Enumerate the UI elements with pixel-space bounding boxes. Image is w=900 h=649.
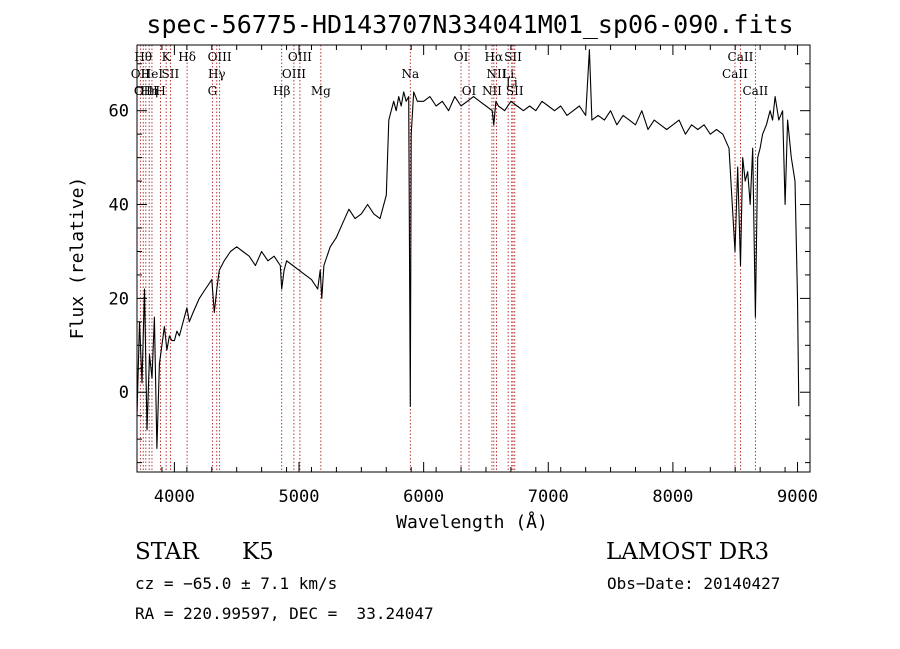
line-label-sii: SII	[506, 84, 524, 98]
line-label-hβ: Hβ	[273, 84, 290, 98]
x-tick-label: 4000	[154, 487, 195, 507]
y-axis-label: Flux (relative)	[67, 177, 88, 340]
line-label-hη: Hη	[140, 84, 158, 98]
line-label-hδ: Hδ	[178, 50, 196, 64]
line-label-na: Na	[401, 67, 419, 81]
line-label-oi: OI	[454, 50, 469, 64]
line-label-nii: NII	[486, 67, 506, 81]
spectrum-line	[136, 49, 800, 450]
x-tick-label: 9000	[777, 487, 818, 507]
spectrum-series	[136, 49, 800, 450]
line-label-oiii: OIII	[208, 50, 232, 64]
plot-frame	[136, 44, 811, 473]
line-labels: OIIHθOIIIHηHeIHKSIIHδGHγOIIIHβOIIIOIIIMg…	[131, 50, 769, 98]
line-label-oiii: OIII	[288, 50, 312, 64]
x-tick-label: 7000	[528, 487, 569, 507]
emission-line-markers	[139, 45, 756, 472]
line-label-g: G	[208, 84, 218, 98]
x-tick-label: 6000	[403, 487, 444, 507]
line-label-caii: CaII	[742, 84, 768, 98]
survey-name: LAMOST DR3	[606, 539, 770, 565]
line-label-oi: OI	[462, 84, 477, 98]
line-label-oiii: OIII	[134, 84, 158, 98]
y-tick-label: 40	[109, 196, 129, 216]
line-label-nii: NII	[482, 84, 502, 98]
line-label-li: Li	[502, 67, 514, 81]
line-label-sii: SII	[162, 67, 180, 81]
object-class: STAR	[135, 539, 199, 565]
x-tick-label: 5000	[279, 487, 320, 507]
line-label-caii: CaII	[728, 50, 754, 64]
observation-date: Obs−Date: 20140427	[607, 574, 781, 593]
line-label-oiii: OIII	[282, 67, 306, 81]
coordinates: RA = 220.99597, DEC = 33.24047	[135, 604, 434, 623]
line-label-caii: CaII	[722, 67, 748, 81]
chart-title: spec-56775-HD143707N334041M01_sp06-090.f…	[146, 10, 793, 39]
line-label-sii: SII	[504, 50, 522, 64]
line-label-oii: OII	[131, 67, 151, 81]
line-label-hei: HeI	[141, 67, 164, 81]
axis-ticks: 4000 5000 6000 7000 8000 9000 0 20 40 60	[109, 45, 818, 507]
line-label-hθ: Hθ	[134, 50, 152, 64]
x-axis-label: Wavelength (Å)	[396, 511, 548, 533]
line-label-k: K	[162, 50, 172, 64]
line-label-hα: Hα	[485, 50, 504, 64]
y-tick-label: 20	[109, 289, 129, 309]
line-label-mg: Mg	[311, 84, 331, 98]
y-tick-label: 60	[109, 102, 129, 122]
line-label-hγ: Hγ	[208, 67, 226, 81]
redshift-readout: cz = −65.0 ± 7.1 km/s	[135, 574, 338, 593]
line-label-h: H	[155, 84, 165, 98]
x-tick-label: 8000	[652, 487, 693, 507]
y-tick-label: 0	[119, 383, 129, 403]
line-label-li: Li	[506, 76, 518, 90]
object-subclass: K5	[242, 539, 274, 565]
